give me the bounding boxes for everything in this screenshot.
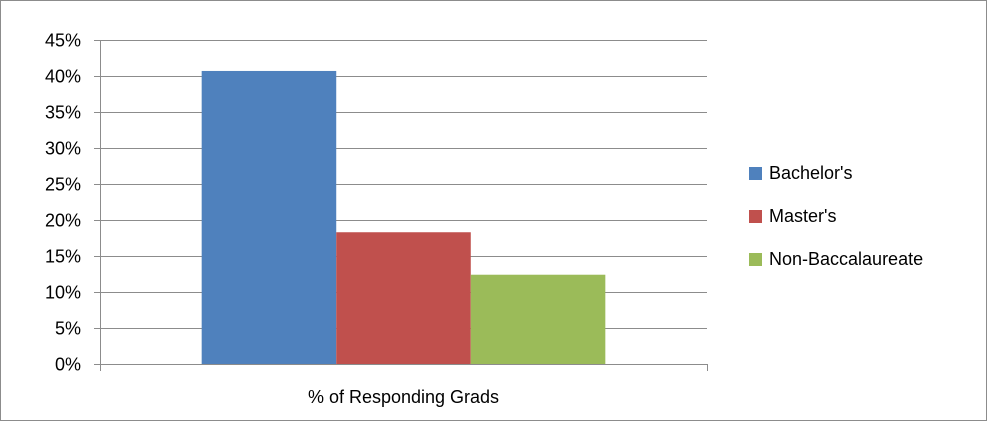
y-tick-label: 40% — [45, 67, 81, 87]
bar-1 — [336, 232, 471, 364]
legend-swatch — [749, 253, 762, 266]
x-category-label: % of Responding Grads — [308, 387, 499, 407]
y-axis-ticks: 0% 5% 10% 15% 20% 25% 30% 35% 40% 45% — [45, 31, 100, 375]
legend-swatch — [749, 210, 762, 223]
legend: Bachelor's Master's Non-Baccalaureate — [749, 163, 923, 269]
legend-label: Master's — [769, 206, 836, 226]
legend-swatch — [749, 167, 762, 180]
y-tick-label: 0% — [55, 355, 81, 375]
x-axis-labels: % of Responding Grads — [308, 387, 499, 407]
legend-label: Non-Baccalaureate — [769, 249, 923, 269]
legend-label: Bachelor's — [769, 163, 852, 183]
y-tick-label: 10% — [45, 283, 81, 303]
y-tick-label: 20% — [45, 211, 81, 231]
bar-0 — [202, 71, 337, 364]
y-tick-label: 25% — [45, 175, 81, 195]
bars — [202, 71, 606, 364]
y-tick-label: 45% — [45, 31, 81, 51]
y-tick-label: 35% — [45, 103, 81, 123]
y-tick-label: 5% — [55, 319, 81, 339]
y-tick-label: 15% — [45, 247, 81, 267]
y-tick-label: 30% — [45, 139, 81, 159]
bar-2 — [471, 275, 606, 364]
